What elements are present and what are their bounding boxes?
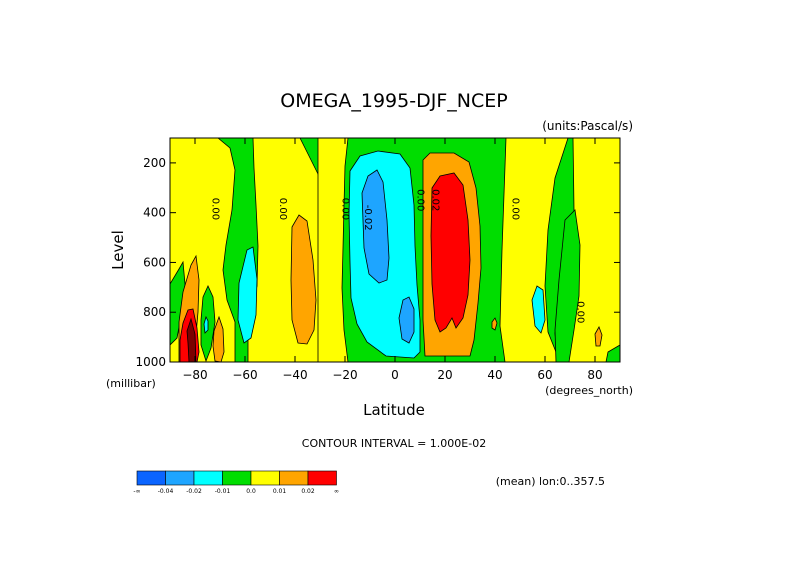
legend-color-swatch <box>136 470 166 486</box>
legend-tick-label: 0.01 <box>273 488 287 495</box>
contour-fill-yellow-tropical <box>317 138 349 362</box>
contour-value-label: 0.00 <box>575 301 586 323</box>
x-tick-label: 60 <box>537 368 552 382</box>
legend-color-swatch <box>222 470 252 486</box>
contour-value-label: 0.00 <box>510 198 521 220</box>
y-axis-ticks: 200 400 600 800 1000 <box>135 156 620 369</box>
x-axis-label: Latitude <box>363 401 425 419</box>
contour-fill-green-north-pole-corner <box>605 344 620 362</box>
contour-fill-yellow-north <box>499 138 569 362</box>
y-axis-label: Level <box>109 230 127 270</box>
legend-color-swatch <box>250 470 280 486</box>
x-tick-label: −60 <box>232 368 257 382</box>
legend-color-swatch <box>165 470 195 486</box>
contour-value-label: 0.00 <box>340 198 351 220</box>
mean-note: (mean) lon:0..357.5 <box>496 475 605 488</box>
legend-tick-label: -∞ <box>133 488 140 495</box>
y-tick-label: 800 <box>143 305 166 319</box>
y-tick-label: 1000 <box>135 355 166 369</box>
y-axis-units: (millibar) <box>106 377 156 390</box>
contour-fill-cyan-south-subtropical <box>237 246 258 344</box>
color-legend: -∞ -0.04 -0.02 -0.01 0.0 0.01 0.02 ∞ <box>133 470 339 495</box>
contour-labels: 0.00 0.00 0.00 -0.02 0.00 0.02 0.00 0.00 <box>210 189 586 323</box>
contour-fill-orange-north-speck <box>491 317 498 331</box>
y-tick-label: 400 <box>143 206 166 220</box>
contour-fill-orange-south-polar-right <box>212 315 225 362</box>
x-tick-label: −40 <box>282 368 307 382</box>
contour-fill-blue-lower-core <box>398 296 415 344</box>
legend-tick-label: -0.01 <box>215 488 231 495</box>
x-axis-ticks: −80 −60 −40 −20 0 20 40 60 80 <box>182 138 603 382</box>
contour-fill-orange-north-polar-speck <box>594 326 603 347</box>
contour-value-label: 0.00 <box>415 189 426 211</box>
contour-fill-orange-south-subtropical <box>290 214 317 345</box>
contour-fill-blue-tropical-core <box>361 169 390 284</box>
y-tick-label: 600 <box>143 255 166 269</box>
legend-tick-label: -0.04 <box>158 488 174 495</box>
legend-tick-label: -0.02 <box>186 488 202 495</box>
x-tick-label: −80 <box>182 368 207 382</box>
contour-fill-darkred-south-polar <box>186 317 197 362</box>
legend-tick-label: 0.0 <box>246 488 256 495</box>
y-tick-label: 200 <box>143 156 166 170</box>
x-tick-label: 20 <box>437 368 452 382</box>
legend-tick-label: 0.02 <box>301 488 315 495</box>
contour-value-label: 0.00 <box>277 198 288 220</box>
plot-area: 0.00 0.00 0.00 -0.02 0.00 0.02 0.00 0.00 −80 −60… <box>135 137 621 382</box>
contour-fills <box>170 138 620 362</box>
legend-color-swatch <box>307 470 337 486</box>
legend-color-swatch <box>279 470 309 486</box>
x-tick-label: 80 <box>587 368 602 382</box>
x-tick-label: 0 <box>391 368 399 382</box>
contour-fill-red-max <box>430 172 471 333</box>
chart-title: OMEGA_1995-DJF_NCEP <box>280 90 507 112</box>
contour-interval-text: CONTOUR INTERVAL = 1.000E-02 <box>302 437 486 450</box>
contour-value-label: 0.02 <box>430 189 441 211</box>
chart-units: (units:Pascal/s) <box>542 119 633 133</box>
legend-color-swatch <box>193 470 223 486</box>
x-tick-label: 40 <box>487 368 502 382</box>
contour-fill-green-70n <box>554 209 581 362</box>
legend-tick-label: ∞ <box>334 488 339 495</box>
x-axis-units: (degrees_north) <box>545 384 633 397</box>
contour-fill-cyan-north-pocket <box>531 285 546 334</box>
x-tick-label: −20 <box>332 368 357 382</box>
contour-value-label: -0.02 <box>362 205 373 231</box>
contour-value-label: 0.00 <box>210 198 221 220</box>
contour-fill-cyan-south-polar-speck <box>203 315 209 334</box>
